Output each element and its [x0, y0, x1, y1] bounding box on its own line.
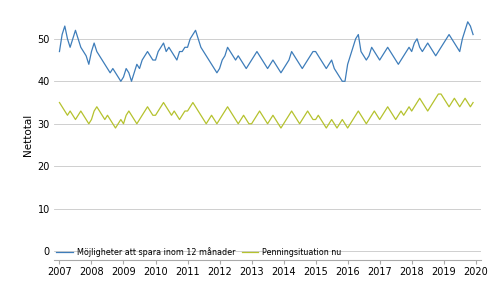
- Legend: Möjligheter att spara inom 12 månader, Penningsituation nu: Möjligheter att spara inom 12 månader, P…: [56, 247, 341, 257]
- Y-axis label: Nettotal: Nettotal: [23, 113, 33, 156]
